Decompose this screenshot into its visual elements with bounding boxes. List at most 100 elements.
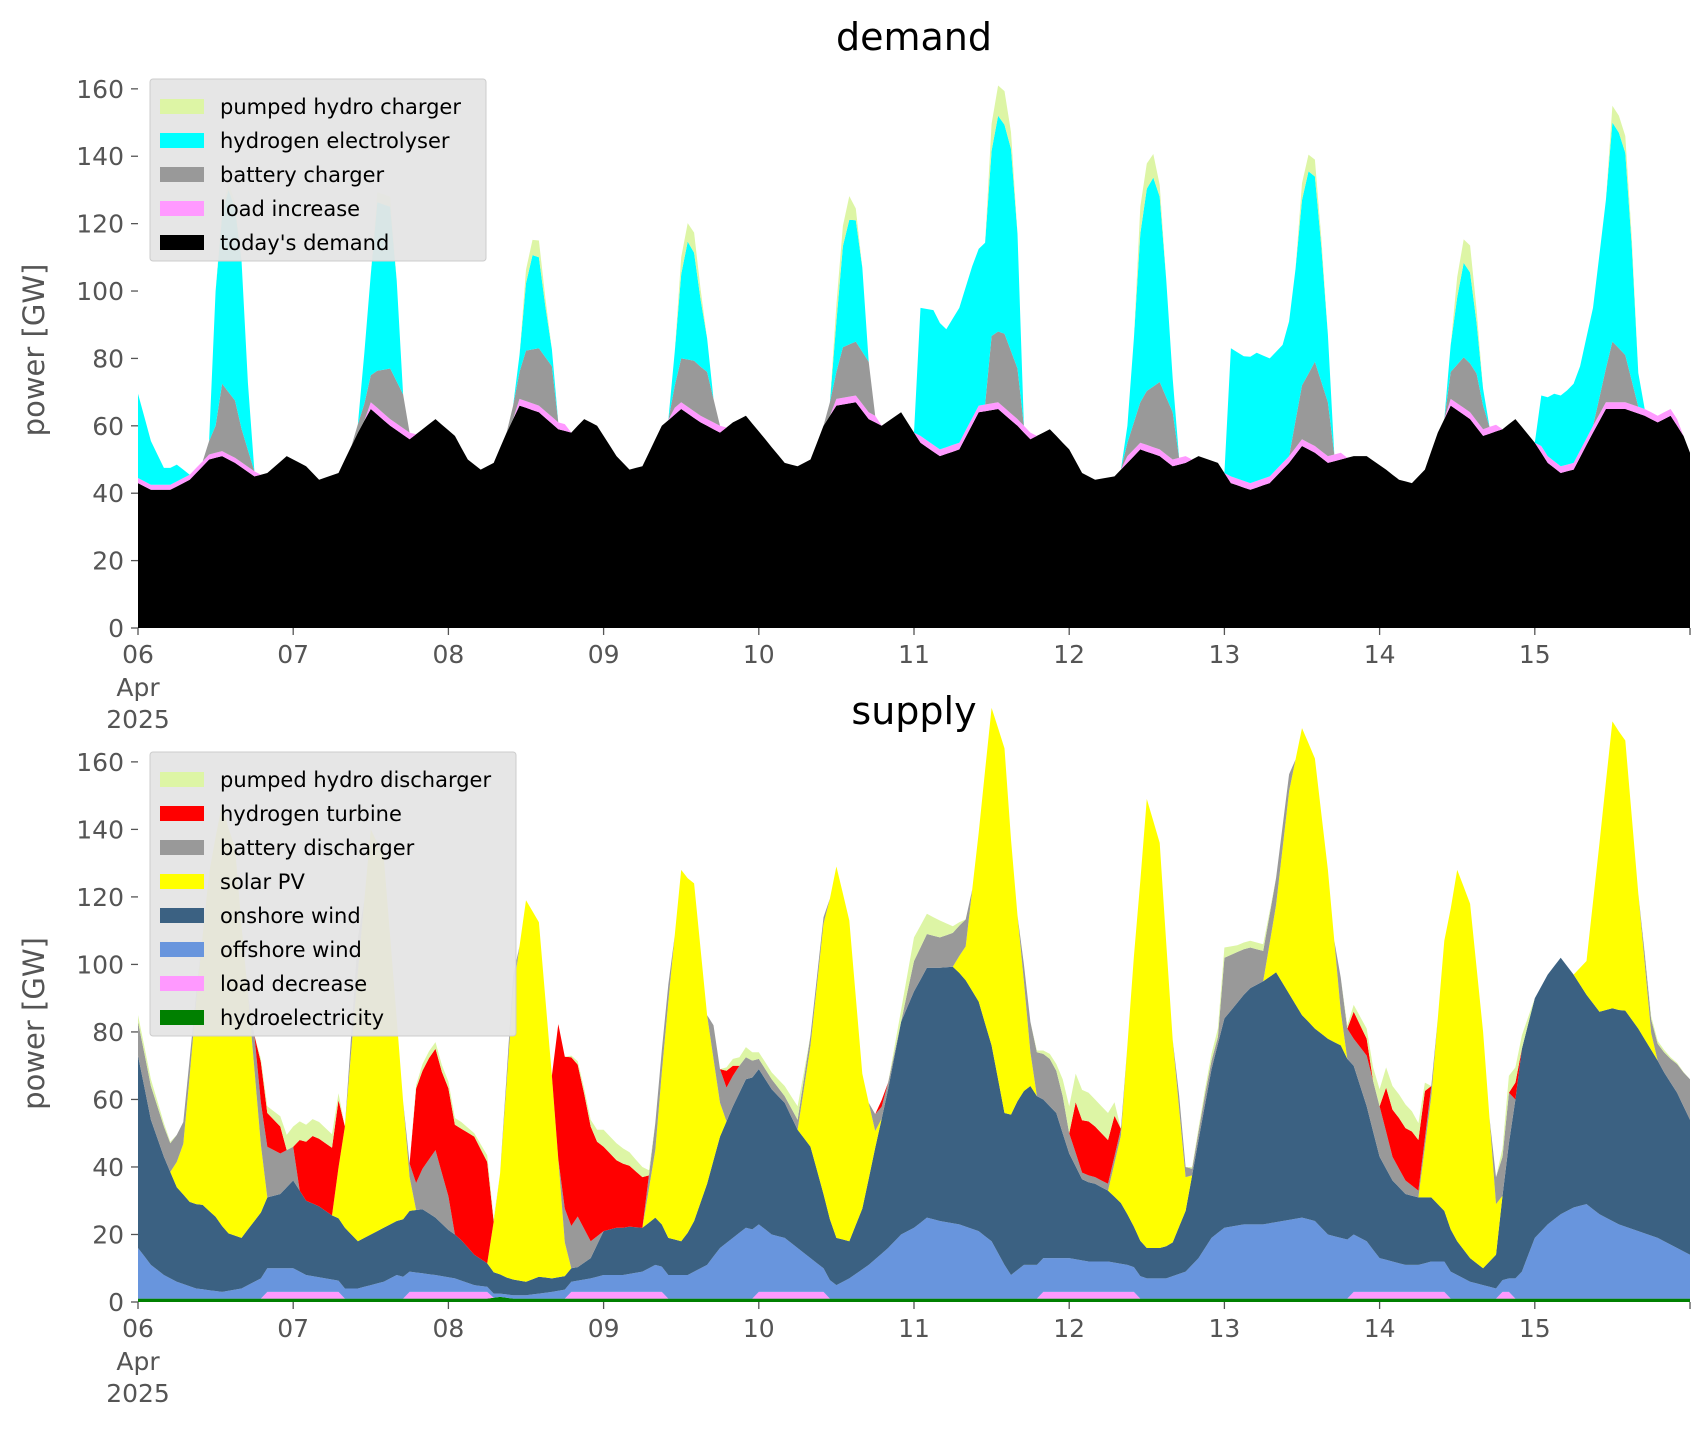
x-tick-label: 15 (1519, 640, 1551, 669)
y-tick-label: 80 (92, 1018, 124, 1047)
y-tick-label: 120 (76, 210, 124, 239)
x-tick-label: 14 (1364, 1314, 1396, 1343)
legend: pumped hydro discharger hydrogen turbine b… (149, 751, 517, 1037)
y-tick-label: 160 (76, 748, 124, 777)
x-tick-sublabel: 2025 (106, 705, 170, 734)
legend-box (149, 78, 487, 262)
legend-box (149, 751, 517, 1037)
x-tick-label: 11 (898, 1314, 930, 1343)
y-axis-label: power [GW] (17, 937, 51, 1110)
x-tick-label: 09 (588, 640, 620, 669)
x-tick-label: 13 (1208, 640, 1240, 669)
legend-item-hydrogen-electrolyser: hydrogen electrolyser (160, 129, 450, 153)
legend-swatch (160, 133, 204, 148)
y-tick-label: 140 (76, 815, 124, 844)
x-tick-label: 14 (1364, 640, 1396, 669)
legend-item-hydrogen-turbine: hydrogen turbine (160, 802, 402, 826)
x-tick-label: 10 (743, 640, 775, 669)
x-tick-label: 11 (898, 640, 930, 669)
legend-label: today's demand (220, 231, 389, 255)
y-tick-label: 60 (92, 1085, 124, 1114)
area-pumped-hydro-charger (138, 85, 1690, 484)
legend: pumped hydro charger hydrogen electrolyse… (149, 78, 487, 262)
legend-label: solar PV (220, 870, 305, 894)
x-tick-label: 06 (122, 640, 154, 669)
legend-label: offshore wind (220, 938, 362, 962)
legend-swatch (160, 840, 204, 855)
legend-item-offshore-wind: offshore wind (160, 938, 362, 962)
legend-item-battery-charger: battery charger (160, 163, 385, 187)
area-hydrogen-electrolyser (138, 115, 1690, 485)
area-today-s-demand (138, 402, 1690, 628)
demand-panel: demand 0 20 40 60 80 100 120 140 160 power [GW] 06 A… (17, 15, 1691, 734)
area-load-decrease (138, 1291, 1690, 1299)
y-tick-label: 0 (108, 1288, 124, 1317)
x-tick-label: 07 (277, 640, 309, 669)
y-tick-label: 60 (92, 412, 124, 441)
area-offshore-wind (138, 1204, 1690, 1299)
legend-swatch (160, 874, 204, 889)
legend-label: battery charger (220, 163, 385, 187)
legend-item-onshore-wind: onshore wind (160, 904, 361, 928)
legend-swatch (160, 167, 204, 182)
legend-label: load decrease (220, 972, 367, 996)
stacked-areas (138, 85, 1690, 628)
chart-title: supply (851, 689, 976, 733)
legend-item-battery-discharger: battery discharger (160, 836, 415, 860)
x-axis: 06 Apr 2025 07 08 09 10 11 12 13 14 15 (106, 1302, 1691, 1408)
legend-swatch (160, 1010, 204, 1025)
legend-label: load increase (220, 197, 360, 221)
legend-item-pumped-hydro-discharger: pumped hydro discharger (160, 768, 491, 792)
legend-item-hydroelectricity: hydroelectricity (160, 1006, 384, 1030)
area-solar-pv (138, 707, 1690, 1282)
y-tick-label: 100 (76, 277, 124, 306)
y-tick-label: 0 (108, 614, 124, 643)
x-tick-label: 10 (743, 1314, 775, 1343)
legend-label: onshore wind (220, 904, 361, 928)
y-tick-label: 120 (76, 883, 124, 912)
y-tick-label: 160 (76, 75, 124, 104)
x-tick-label: 06 (122, 1314, 154, 1343)
x-axis: 06 Apr 2025 07 08 09 10 11 12 13 14 15 (106, 628, 1691, 734)
area-battery-discharger (138, 707, 1690, 1269)
x-tick-sublabel: Apr (116, 673, 160, 702)
x-tick-label: 08 (432, 640, 464, 669)
x-tick-sublabel: Apr (116, 1347, 160, 1376)
y-tick-label: 40 (92, 1153, 124, 1182)
x-tick-label: 12 (1053, 1314, 1085, 1343)
chart-title: demand (836, 15, 992, 59)
legend-item-pumped-hydro-charger: pumped hydro charger (160, 95, 461, 119)
legend-swatch (160, 908, 204, 923)
legend-swatch (160, 772, 204, 787)
legend-item-today-s-demand: today's demand (160, 231, 389, 255)
legend-item-load-decrease: load decrease (160, 972, 367, 996)
area-battery-charger (138, 331, 1690, 485)
x-tick-label: 15 (1519, 1314, 1551, 1343)
legend-item-load-increase: load increase (160, 197, 360, 221)
y-tick-label: 20 (92, 547, 124, 576)
x-tick-label: 08 (432, 1314, 464, 1343)
legend-label: hydrogen turbine (220, 802, 402, 826)
legend-swatch (160, 806, 204, 821)
legend-label: hydroelectricity (220, 1006, 384, 1030)
legend-item-solar-pv: solar PV (160, 870, 305, 894)
area-hydroelectricity (138, 1296, 1690, 1302)
y-axis: 0 20 40 60 80 100 120 140 160 (76, 75, 138, 643)
legend-label: hydrogen electrolyser (220, 129, 450, 153)
legend-swatch (160, 942, 204, 957)
x-tick-label: 12 (1053, 640, 1085, 669)
y-axis: 0 20 40 60 80 100 120 140 160 (76, 748, 138, 1317)
legend-swatch (160, 235, 204, 250)
legend-swatch (160, 99, 204, 114)
legend-swatch (160, 201, 204, 216)
y-tick-label: 80 (92, 344, 124, 373)
legend-label: pumped hydro charger (220, 95, 461, 119)
x-tick-label: 09 (588, 1314, 620, 1343)
legend-swatch (160, 976, 204, 991)
y-tick-label: 100 (76, 950, 124, 979)
supply-panel: supply 0 20 40 60 80 100 120 140 160 power [GW] 06 A… (17, 689, 1691, 1408)
stacked-areas (138, 707, 1690, 1302)
area-onshore-wind (138, 957, 1690, 1296)
